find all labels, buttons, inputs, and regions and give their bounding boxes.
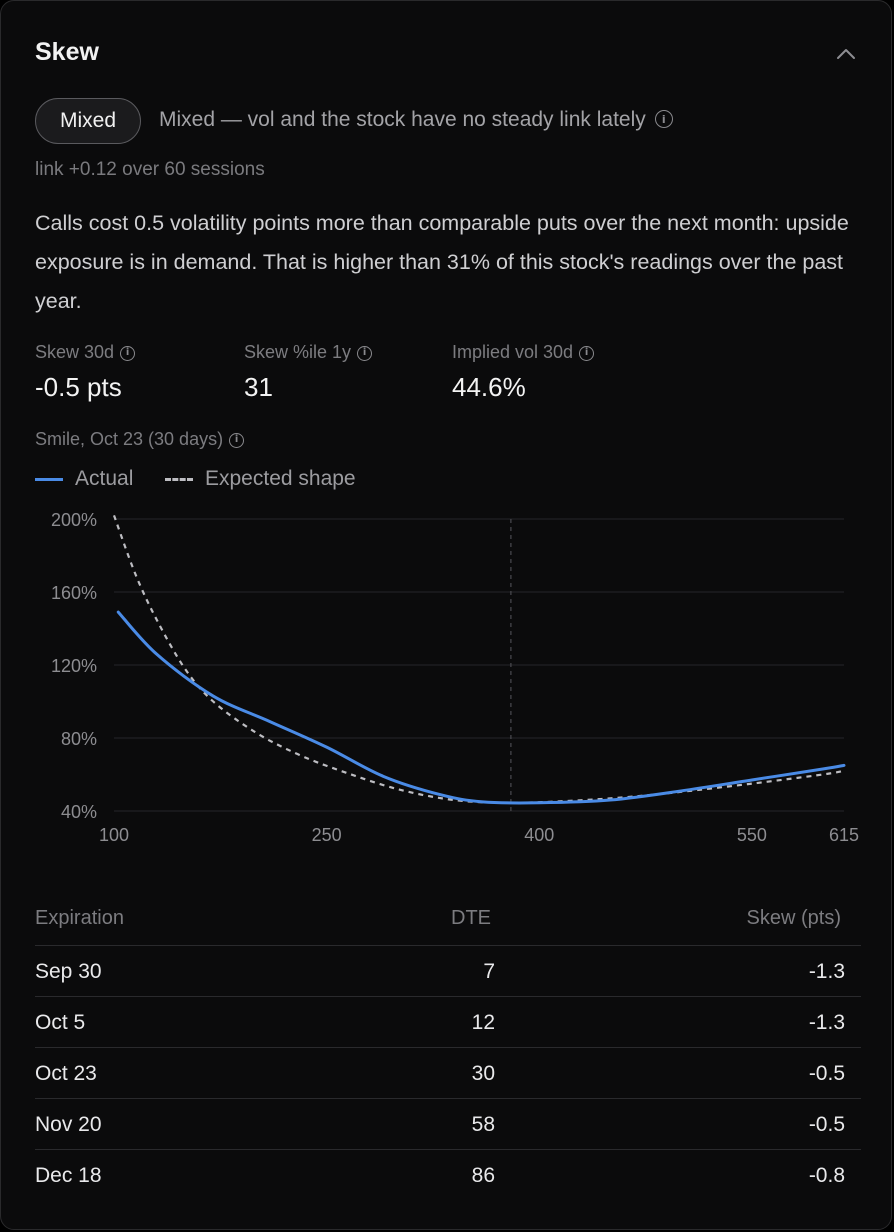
regime-pill-label: Mixed	[59, 109, 117, 132]
col-header-skew: Skew (pts)	[746, 907, 841, 929]
y-tick-label: 80%	[61, 729, 97, 749]
legend-label-expected: Expected shape	[205, 467, 356, 490]
info-icon[interactable]: i	[357, 345, 373, 361]
y-tick-label: 160%	[51, 583, 97, 603]
cell-expiration: Dec 18	[35, 1164, 102, 1187]
info-icon[interactable]: i	[120, 345, 136, 361]
legend-label-actual: Actual	[75, 467, 134, 490]
smile-title-text: Smile, Oct 23 (30 days)	[35, 429, 224, 449]
stat-value-implied-vol: 44.6%	[452, 372, 526, 402]
legend-swatch-expected	[165, 477, 193, 481]
cell-expiration: Sep 30	[35, 960, 102, 983]
cell-expiration: Nov 20	[35, 1113, 102, 1136]
series-line-expected	[112, 514, 845, 804]
stat-label-text: Skew %ile 1y	[244, 342, 352, 362]
x-tick-label: 400	[524, 825, 554, 845]
legend-swatch-actual	[35, 477, 63, 481]
info-icon[interactable]: i	[579, 345, 595, 361]
cell-dte: 12	[471, 1011, 495, 1034]
summary-text: Calls cost 0.5 volatility points more th…	[35, 211, 849, 313]
stat-value-skew-30d: -0.5 pts	[35, 372, 122, 402]
stat-label-implied-vol: Implied vol 30d i	[452, 342, 595, 363]
cell-dte: 86	[471, 1164, 495, 1187]
table-row: Oct 23 30 -0.5	[35, 1047, 861, 1098]
cell-skew: -1.3	[808, 1011, 845, 1034]
legend-expected: Expected shape	[165, 467, 356, 491]
cell-expiration: Oct 23	[35, 1062, 97, 1085]
card-title: Skew	[35, 38, 99, 66]
cell-skew: -0.8	[808, 1164, 845, 1187]
cell-skew: -0.5	[808, 1062, 845, 1085]
x-tick-label: 100	[99, 825, 129, 845]
table-row: Nov 20 58 -0.5	[35, 1098, 861, 1149]
x-tick-label: 550	[737, 825, 767, 845]
y-tick-label: 120%	[51, 656, 97, 676]
link-line: link +0.12 over 60 sessions	[35, 159, 265, 180]
x-tick-label: 615	[829, 825, 859, 845]
regime-description: Mixed — vol and the stock have no steady…	[159, 108, 646, 131]
cell-skew: -1.3	[808, 960, 845, 983]
y-tick-label: 40%	[61, 802, 97, 822]
info-icon[interactable]: i	[229, 432, 245, 448]
cell-skew: -0.5	[808, 1113, 845, 1136]
stat-label-text: Implied vol 30d	[452, 342, 574, 362]
regime-pill[interactable]: Mixed	[35, 98, 141, 144]
info-icon[interactable]: i	[654, 110, 673, 129]
cell-expiration: Oct 5	[35, 1011, 86, 1034]
y-tick-label: 200%	[51, 510, 97, 530]
table-row: Oct 5 12 -1.3	[35, 996, 861, 1047]
x-tick-label: 250	[312, 825, 342, 845]
chevron-up-icon[interactable]	[833, 41, 859, 67]
stat-label-text: Skew 30d	[35, 342, 115, 362]
cell-dte: 58	[471, 1113, 495, 1136]
legend-actual: Actual	[35, 467, 133, 491]
table-row: Dec 18 86 -0.8	[35, 1149, 861, 1200]
col-header-dte: DTE	[451, 907, 491, 929]
series-line-actual	[116, 610, 846, 805]
col-header-expiration: Expiration	[35, 907, 124, 929]
smile-title: Smile, Oct 23 (30 days) i	[35, 429, 245, 450]
cell-dte: 7	[483, 960, 495, 983]
stat-label-skew-30d: Skew 30d i	[35, 342, 136, 363]
stat-label-skew-percentile: Skew %ile 1y i	[244, 342, 373, 363]
cell-dte: 30	[471, 1062, 495, 1085]
stat-value-skew-percentile: 31	[244, 372, 273, 402]
smile-chart: 200% 160% 120% 80% 40%100 250 400 550 615	[51, 510, 859, 845]
regime-description-wrap: Mixed — vol and the stock have no steady…	[159, 108, 673, 132]
table-row: Sep 30 7 -1.3	[35, 945, 861, 996]
